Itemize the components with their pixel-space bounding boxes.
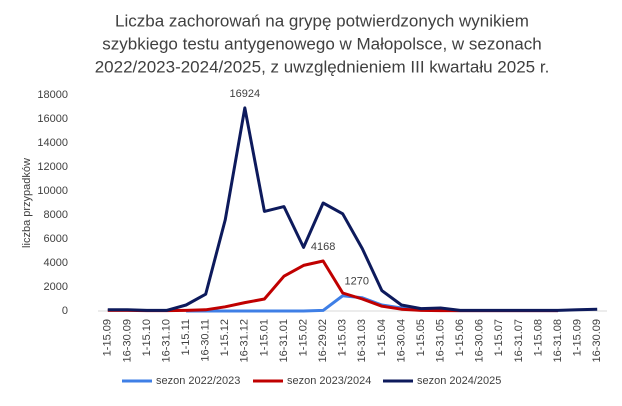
y-tick-label: 16000 — [37, 113, 68, 125]
y-tick-label: 2000 — [44, 281, 68, 293]
data-label: 4168 — [311, 241, 335, 253]
x-tick-label: 1-15.09 — [572, 319, 584, 356]
y-tick-label: 8000 — [44, 209, 68, 221]
y-tick-label: 18000 — [37, 89, 68, 101]
x-tick-label: 1-15.09 — [102, 319, 114, 356]
x-tick-label: 1-15.02 — [297, 319, 309, 356]
chart-title: Liczba zachorowań na grypę potwierdzonyc… — [115, 11, 529, 30]
y-axis-label: liczba przypadków — [21, 158, 33, 248]
y-tick-label: 0 — [62, 305, 68, 317]
x-tick-label: 1-15.08 — [532, 319, 544, 356]
chart-title: 2022/2023-2024/2025, z uwzględnieniem II… — [95, 57, 550, 76]
x-tick-label: 1-15.05 — [415, 319, 427, 356]
data-label: 1270 — [344, 276, 368, 288]
x-tick-label: 16-31.05 — [435, 319, 447, 362]
y-tick-label: 6000 — [44, 233, 68, 245]
x-tick-label: 16-31.10 — [160, 319, 172, 362]
x-tick-label: 1-15.10 — [141, 319, 153, 356]
x-tick-label: 1-15.12 — [219, 319, 231, 356]
series-line — [107, 106, 598, 312]
y-tick-label: 4000 — [44, 257, 68, 269]
chart-title: szybkiego testu antygenowego w Małopolsc… — [102, 34, 541, 53]
x-tick-label: 16-30.11 — [200, 319, 212, 362]
x-tick-label: 1-15.01 — [258, 319, 270, 356]
x-tick-label: 1-15.06 — [454, 319, 466, 356]
x-tick-label: 1-15.11 — [180, 319, 192, 356]
legend-label: sezon 2022/2023 — [156, 375, 240, 387]
legend-label: sezon 2023/2024 — [287, 375, 371, 387]
x-tick-label: 16-30.04 — [395, 319, 407, 362]
y-tick-label: 14000 — [37, 137, 68, 149]
x-tick-label: 16-30.06 — [474, 319, 486, 362]
y-tick-label: 12000 — [37, 161, 68, 173]
y-tick-label: 10000 — [37, 185, 68, 197]
legend-label: sezon 2024/2025 — [417, 375, 501, 387]
x-tick-label: 1-15.07 — [493, 319, 505, 356]
x-tick-label: 16-30.09 — [591, 319, 603, 362]
x-tick-label: 16-31.01 — [278, 319, 290, 362]
x-tick-label: 16-31.07 — [513, 319, 525, 362]
x-tick-label: 16-31.03 — [356, 319, 368, 362]
data-label: 16924 — [230, 88, 261, 100]
x-tick-label: 16-31.12 — [239, 319, 251, 362]
x-tick-label: 16-29.02 — [317, 319, 329, 362]
x-tick-label: 16-30.09 — [121, 319, 133, 362]
x-tick-label: 1-15.04 — [376, 319, 388, 356]
x-tick-label: 16-31.08 — [552, 319, 564, 362]
x-tick-label: 1-15.03 — [337, 319, 349, 356]
